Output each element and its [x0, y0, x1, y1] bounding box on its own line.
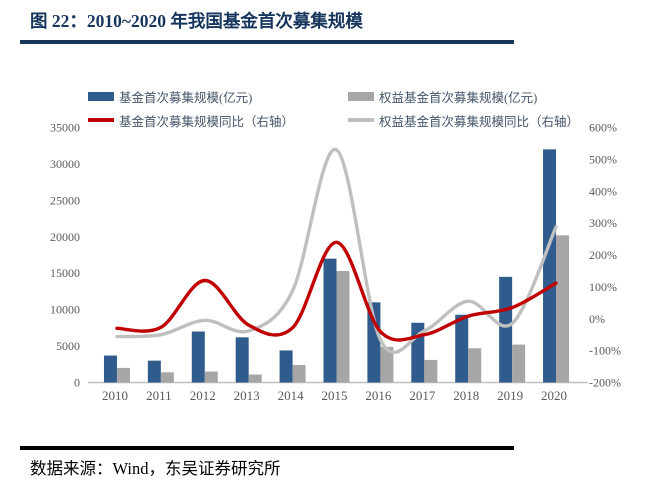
right-axis-tick: 500% — [589, 152, 617, 166]
title-rule — [20, 40, 514, 44]
x-axis-label: 2015 — [322, 388, 348, 403]
x-axis-label: 2018 — [453, 388, 479, 403]
left-axis-tick: 5000 — [56, 339, 80, 353]
bar-fund-2016 — [367, 302, 381, 383]
left-axis-tick: 25000 — [50, 193, 80, 207]
bar-equity-2019 — [512, 344, 526, 383]
bar-equity-2015 — [336, 271, 350, 383]
left-axis-tick: 30000 — [50, 157, 80, 171]
x-axis-label: 2020 — [541, 388, 567, 403]
source-note: 数据来源：Wind，东吴证券研究所 — [30, 459, 281, 478]
footer-rule — [20, 446, 514, 450]
bar-equity-2011 — [160, 372, 174, 383]
legend-label-fund-scale: 基金首次募集规模(亿元) — [119, 90, 253, 105]
left-axis-tick: 15000 — [50, 266, 80, 280]
bar-equity-2014 — [292, 365, 306, 383]
left-axis-tick: 10000 — [50, 303, 80, 317]
x-axis-label: 2014 — [278, 388, 305, 403]
right-axis-tick: -200% — [589, 376, 621, 390]
right-axis-tick: 600% — [589, 121, 617, 135]
left-axis-tick: 20000 — [50, 230, 80, 244]
legend-swatch-equity-yoy — [348, 118, 374, 122]
bar-equity-2020 — [556, 235, 570, 383]
legend-label-equity-scale: 权益基金首次募集规模(亿元) — [379, 90, 538, 105]
right-axis-tick: 300% — [589, 216, 617, 230]
x-axis-label: 2019 — [497, 388, 523, 403]
bar-fund-2015 — [323, 258, 337, 383]
right-axis-tick: 200% — [589, 248, 617, 262]
right-axis-tick: 100% — [589, 280, 617, 294]
left-axis-tick: 0 — [74, 376, 80, 390]
bar-equity-2012 — [204, 371, 218, 383]
legend-item-equity-yoy: 权益基金首次募集规模同比（右轴） — [348, 113, 580, 129]
bar-equity-2016 — [380, 346, 394, 383]
x-axis-label: 2017 — [409, 388, 436, 403]
bar-fund-2012 — [191, 331, 205, 383]
bar-fund-2018 — [455, 314, 469, 383]
figure-title: 图 22：2010~2020 年我国基金首次募集规模 — [30, 11, 363, 31]
bar-fund-2020 — [543, 149, 557, 383]
line-fund-yoy — [115, 240, 558, 342]
bar-equity-2018 — [468, 348, 482, 383]
x-axis-label: 2011 — [146, 388, 172, 403]
legend-item-fund-yoy: 基金首次募集规模同比（右轴） — [88, 113, 295, 129]
bar-equity-2013 — [248, 374, 262, 383]
line-equity-yoy — [115, 148, 558, 355]
legend-swatch-fund-yoy — [88, 118, 114, 122]
bar-equity-2017 — [424, 359, 438, 383]
bar-fund-2013 — [235, 337, 249, 383]
chart-canvas: 0 5000 10000 15000 20000 25000 30000 35000 -200%… — [50, 121, 621, 404]
bar-fund-2010 — [103, 355, 117, 383]
legend-swatch-equity-scale — [348, 91, 374, 101]
x-axis-label: 2013 — [234, 388, 260, 403]
legend-swatch-fund-scale — [88, 91, 114, 101]
bar-equity-2010 — [116, 367, 130, 383]
left-axis-tick: 35000 — [50, 121, 80, 135]
legend-label-equity-yoy: 权益基金首次募集规模同比（右轴） — [379, 114, 580, 129]
right-axis-tick: -100% — [589, 344, 621, 358]
x-axis-label: 2012 — [190, 388, 216, 403]
bar-fund-2019 — [499, 276, 513, 383]
bar-fund-2011 — [147, 360, 161, 383]
x-axis-label: 2016 — [365, 388, 392, 403]
x-axis-label: 2010 — [102, 388, 128, 403]
legend-item-equity-scale: 权益基金首次募集规模(亿元) — [348, 89, 538, 105]
right-axis-tick: 0% — [589, 312, 605, 326]
legend-item-fund-scale: 基金首次募集规模(亿元) — [88, 89, 253, 105]
right-axis-tick: 400% — [589, 184, 617, 198]
legend-label-fund-yoy: 基金首次募集规模同比（右轴） — [119, 114, 295, 129]
bar-fund-2014 — [279, 350, 293, 383]
